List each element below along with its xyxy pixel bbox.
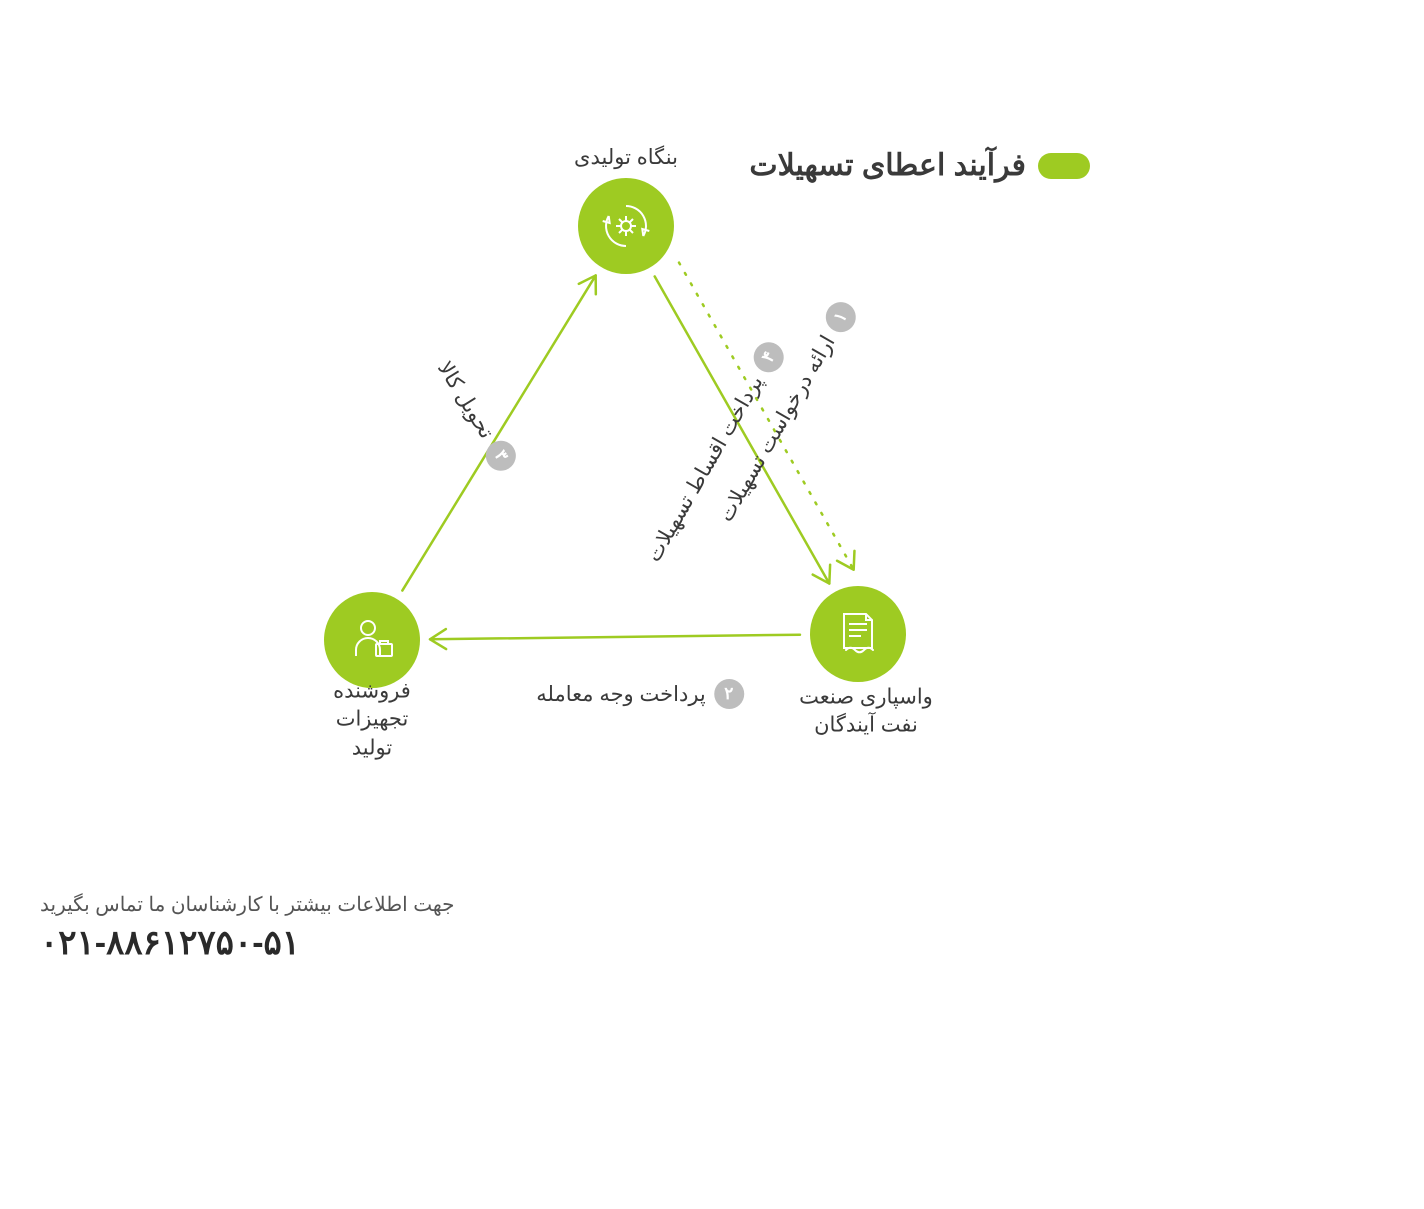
node-left-label: فروشنده تجهیزات تولید (252, 677, 492, 762)
edge-label-3: ۳ تحویل کالا (430, 355, 521, 476)
node-left (324, 592, 420, 688)
footer-phone: ۰۲۱-۸۸۶۱۲۷۵۰-۵۱ (40, 923, 454, 963)
footer: جهت اطلاعات بیشتر با کارشناسان ما تماس ب… (40, 892, 454, 963)
step-badge-2: ۲ (714, 679, 744, 709)
diagram-canvas (0, 0, 1424, 1209)
gear-cycle-icon (598, 198, 654, 254)
step-badge-1: ۱ (820, 297, 861, 338)
page-title-bar: فرآیند اعطای تسهیلات (749, 148, 1090, 183)
seller-briefcase-icon (346, 614, 398, 666)
contract-handshake-icon (832, 608, 884, 660)
step-badge-4: ۴ (748, 337, 789, 378)
node-right-label: واسپاری صنعت نفت آیندگان (746, 684, 986, 741)
step-badge-3: ۳ (480, 435, 521, 476)
footer-text: جهت اطلاعات بیشتر با کارشناسان ما تماس ب… (40, 892, 454, 917)
edge-label-2: ۲ پرداخت وجه معامله (536, 679, 744, 709)
node-right (810, 586, 906, 682)
title-pill (1038, 153, 1090, 179)
edge-text-3: تحویل کالا (432, 357, 499, 443)
edge-text-2: پرداخت وجه معامله (536, 682, 706, 707)
page-title: فرآیند اعطای تسهیلات (749, 148, 1026, 183)
node-top (578, 178, 674, 274)
node-top-label: بنگاه تولیدی (506, 144, 746, 172)
